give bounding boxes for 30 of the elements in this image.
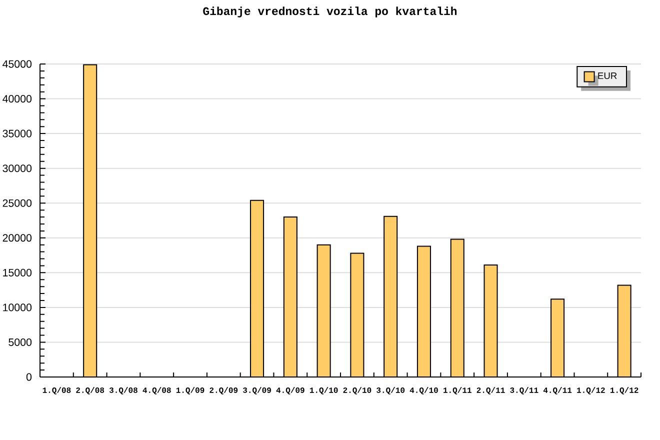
- x-tick-label: 3.Q/10: [376, 387, 405, 394]
- y-tick-label: 15000: [3, 268, 32, 276]
- y-tick-label: 5000: [8, 338, 32, 346]
- x-tick-label: 3.Q/11: [510, 387, 538, 394]
- x-tick-label: 1.Q/10: [310, 387, 338, 394]
- x-tick-label: 2.Q/11: [476, 387, 505, 394]
- y-tick-label: 10000: [3, 304, 32, 312]
- x-tick-label: 1.Q/09: [176, 387, 204, 394]
- x-tick-label: 2.Q/09: [210, 387, 238, 394]
- y-tick-label: 0: [26, 373, 32, 381]
- chart-title: Gibanje vrednosti vozila po kvartalih: [203, 6, 457, 18]
- x-tick-label: 4.Q/08: [142, 387, 171, 394]
- y-tick-label: 30000: [2, 164, 32, 172]
- x-tick-label: 1.Q/11: [444, 387, 472, 394]
- x-tick-label: 1.Q/12: [577, 387, 605, 394]
- x-tick-label: 3.Q/08: [109, 387, 138, 394]
- x-tick-label: 1.Q/08: [42, 387, 71, 394]
- x-tick-label: 4.Q/11: [543, 387, 572, 394]
- y-tick-label: 20000: [2, 234, 32, 242]
- y-tick-label: 25000: [2, 199, 32, 207]
- x-tick-label: 2.Q/10: [343, 387, 372, 394]
- y-tick-label: 45000: [2, 60, 32, 68]
- x-tick-label: 3.Q/09: [242, 387, 271, 394]
- y-tick-label: 35000: [2, 130, 32, 138]
- x-tick-label: 4.Q/09: [276, 387, 304, 394]
- legend-label: EUR: [598, 72, 617, 80]
- y-tick-label: 40000: [2, 95, 32, 103]
- x-tick-label: 1.Q/12: [610, 387, 638, 394]
- x-tick-label: 2.Q/08: [76, 387, 104, 394]
- x-tick-label: 4.Q/10: [410, 387, 438, 394]
